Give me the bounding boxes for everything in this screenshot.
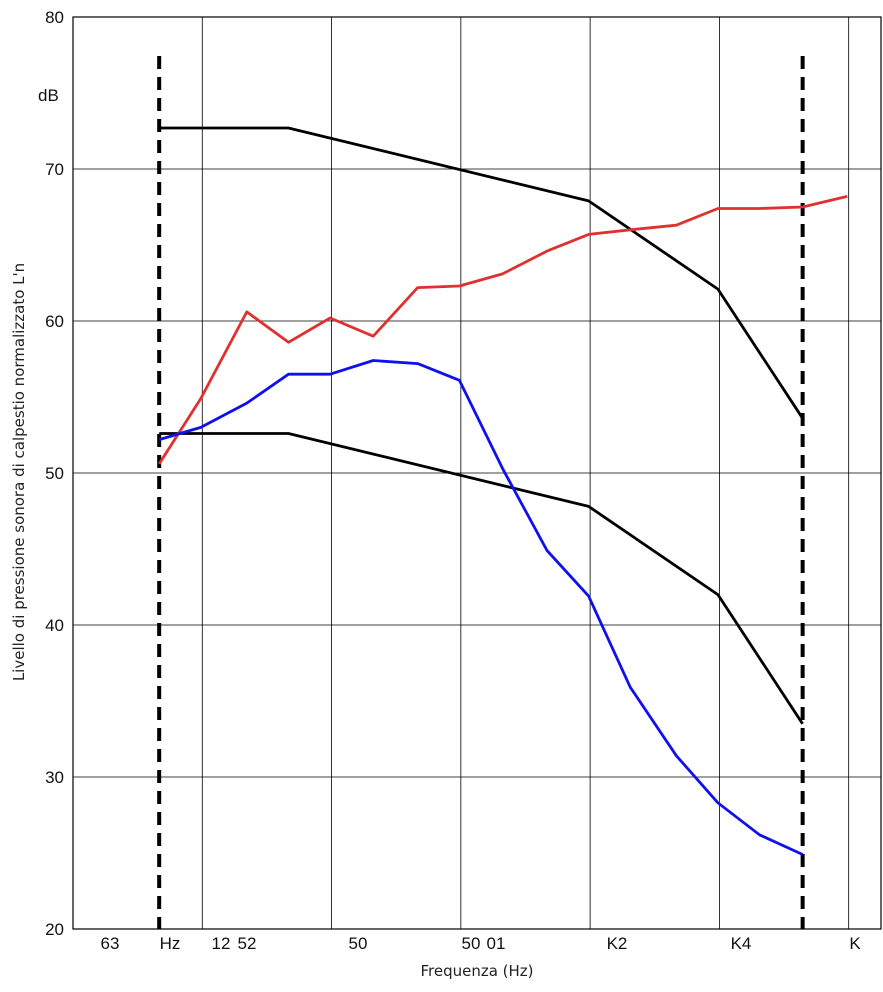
x-tick-label: 52 xyxy=(238,934,257,953)
x-axis-title: Frequenza (Hz) xyxy=(420,962,533,980)
x-tick-label: 50 xyxy=(349,934,368,953)
y-tick-label: 70 xyxy=(45,160,64,179)
y-tick-label: 80 xyxy=(45,8,64,27)
series-line xyxy=(158,195,848,465)
series-line xyxy=(159,432,804,725)
x-tick-label: 50 xyxy=(462,934,481,953)
grid-lines xyxy=(73,16,881,930)
y-tick-label: 60 xyxy=(45,312,64,331)
y-tick-label: 20 xyxy=(45,920,64,939)
x-tick-label: 12 xyxy=(212,934,231,953)
y-axis-title: Livello di pressione sonora di calpestio… xyxy=(10,263,28,681)
x-tick-label: K xyxy=(849,934,861,953)
plot-frame xyxy=(72,16,882,930)
x-tick-label: Hz xyxy=(160,934,181,953)
x-tick-label: 63 xyxy=(101,934,120,953)
data-series xyxy=(158,126,848,856)
x-tick-label: K2 xyxy=(607,934,628,953)
x-tick-labels: 63 Hz 12 52 50 50 01 K2 K4 K xyxy=(101,934,862,953)
y-tick-label: 30 xyxy=(45,768,64,787)
y-tick-label: 40 xyxy=(45,616,64,635)
x-tick-label: K4 xyxy=(731,934,752,953)
series-line xyxy=(159,126,804,420)
frequency-range-markers xyxy=(157,56,805,929)
series-line xyxy=(158,359,804,856)
y-tick-labels: 20 30 40 50 60 70 80 xyxy=(45,8,64,939)
y-tick-label: 50 xyxy=(45,464,64,483)
y-unit-label: dB xyxy=(38,86,59,105)
x-tick-label: 01 xyxy=(487,934,506,953)
